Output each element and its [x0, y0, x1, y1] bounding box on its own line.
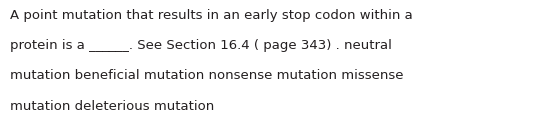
Text: protein is a ______. See Section 16.4 ( page 343) . neutral: protein is a ______. See Section 16.4 ( …	[10, 39, 392, 52]
Text: mutation beneficial mutation nonsense mutation missense: mutation beneficial mutation nonsense mu…	[10, 69, 403, 82]
Text: mutation deleterious mutation: mutation deleterious mutation	[10, 100, 214, 113]
Text: A point mutation that results in an early stop codon within a: A point mutation that results in an earl…	[10, 9, 413, 22]
